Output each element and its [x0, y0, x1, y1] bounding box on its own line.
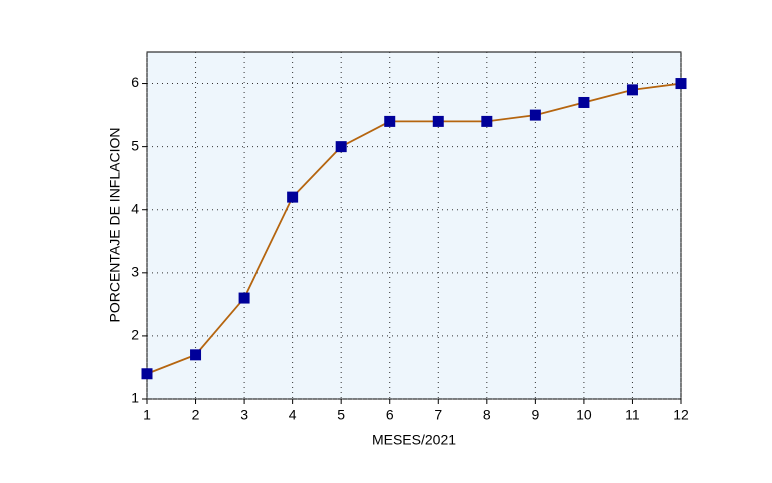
x-tick-label: 6 [386, 407, 394, 423]
y-tick-label: 5 [131, 137, 139, 153]
y-tick-label: 1 [131, 390, 139, 406]
x-tick-label: 3 [240, 407, 248, 423]
data-point [335, 141, 347, 153]
data-point [626, 84, 638, 96]
x-tick-label: 11 [625, 407, 640, 423]
y-tick-label: 6 [131, 74, 139, 90]
data-point [432, 115, 444, 127]
x-axis-label: MESES/2021 [372, 432, 456, 448]
x-tick-label: 12 [673, 407, 689, 423]
data-line [146, 82, 682, 375]
x-tick-label: 8 [483, 407, 491, 423]
y-tick-label: 4 [131, 200, 139, 216]
y-tick-label: 2 [131, 327, 139, 343]
data-point [578, 96, 590, 108]
y-tick-label: 3 [131, 264, 139, 280]
x-tick-label: 5 [337, 407, 345, 423]
data-point [529, 109, 541, 121]
x-tick-label: 10 [576, 407, 592, 423]
data-point [675, 78, 687, 90]
x-tick-label: 4 [289, 407, 297, 423]
x-tick-label: 1 [143, 407, 151, 423]
data-point [141, 368, 153, 380]
x-tick-label: 2 [192, 407, 200, 423]
x-tick-label: 9 [531, 407, 539, 423]
plot-area [146, 51, 682, 400]
data-point [238, 292, 250, 304]
y-axis-label: PORCENTAJE DE INFLACION [107, 128, 123, 323]
data-point [384, 115, 396, 127]
data-point [287, 191, 299, 203]
x-tick-label: 7 [434, 407, 442, 423]
data-point [190, 349, 202, 361]
data-point [481, 115, 493, 127]
